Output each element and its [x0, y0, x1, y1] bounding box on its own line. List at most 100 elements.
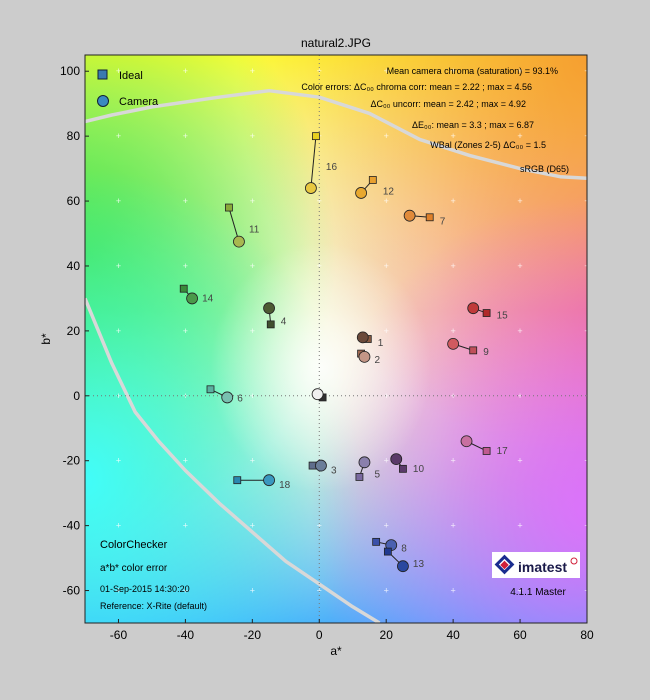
grid-dot: + — [384, 66, 389, 76]
grid-dot: + — [183, 196, 188, 206]
ideal-marker — [179, 284, 188, 293]
stats-line: ΔE₀₀: mean = 3.3 ; max = 6.87 — [412, 120, 534, 130]
grid-dot: + — [116, 391, 121, 401]
patch-label: 3 — [331, 466, 337, 477]
grid-dot: + — [451, 196, 456, 206]
patch-label: 5 — [374, 470, 380, 481]
ideal-marker — [383, 547, 392, 556]
grid-dot: + — [116, 521, 121, 531]
grid-dot: + — [116, 326, 121, 336]
stats-block: Mean camera chroma (saturation) = 93.1% … — [301, 66, 569, 174]
camera-marker — [447, 337, 460, 350]
legend-ideal-marker — [97, 69, 108, 80]
zero-axes — [85, 55, 587, 623]
patch-label: 14 — [202, 294, 214, 305]
ideal-marker — [225, 203, 233, 212]
grid-dot: + — [183, 521, 188, 531]
footer-subtitle: a*b* color error — [100, 563, 168, 574]
grid-dot: + — [250, 456, 255, 466]
y-tick-label: -60 — [63, 584, 81, 598]
patch-label: 2 — [374, 355, 380, 366]
grid-dot: + — [250, 391, 255, 401]
patch-label: 17 — [497, 446, 509, 457]
x-axis-label: a* — [330, 644, 342, 658]
camera-marker — [358, 350, 371, 363]
legend-camera-label: Camera — [119, 96, 159, 108]
error-line — [310, 136, 317, 189]
error-line — [228, 207, 240, 242]
grid-dot: + — [517, 131, 522, 141]
ideal-marker — [372, 537, 381, 546]
patch-label: 7 — [440, 216, 446, 227]
gamut-boundary — [85, 88, 587, 623]
grid-dot: + — [451, 326, 456, 336]
camera-marker — [186, 292, 198, 305]
grid-dot: + — [517, 456, 522, 466]
y-tick-label: 40 — [67, 259, 81, 273]
grid-dot: + — [116, 586, 121, 596]
camera-marker — [263, 302, 275, 315]
ideal-marker — [266, 320, 275, 329]
ideal-marker — [206, 385, 215, 394]
grid-dot: + — [451, 521, 456, 531]
grid-dot: + — [384, 521, 389, 531]
gamut-boundary-lower — [85, 297, 381, 623]
grid-dot: + — [384, 326, 389, 336]
grid-dot: + — [317, 261, 322, 271]
x-tick-label: 40 — [446, 628, 460, 642]
stats-line: Mean camera chroma (saturation) = 93.1% — [387, 66, 558, 76]
x-tick-label: -20 — [244, 628, 262, 642]
patch-label: 15 — [497, 311, 509, 322]
y-tick-label: -40 — [63, 519, 81, 533]
grid-dot: + — [317, 521, 322, 531]
grid-dot: + — [517, 326, 522, 336]
grid-dot: + — [584, 326, 589, 336]
grid-dot: + — [317, 586, 322, 596]
legend-camera-marker — [97, 95, 109, 107]
stats-line: ΔC₀₀ uncorr: mean = 2.42 ; max = 4.92 — [370, 99, 526, 109]
camera-marker — [263, 474, 275, 487]
patch-label: 8 — [401, 543, 407, 554]
patch-label: 1 — [378, 338, 384, 349]
ideal-marker — [355, 473, 364, 481]
legend-ideal-label: Ideal — [119, 70, 143, 82]
grid-dot: + — [384, 131, 389, 141]
grid-dot: + — [584, 66, 589, 76]
footer-reference: Reference: X-Rite (default) — [100, 601, 207, 611]
y-tick-label: 80 — [67, 129, 81, 143]
grid-dot: + — [384, 586, 389, 596]
grid-dot: + — [116, 131, 121, 141]
grid-dot: + — [317, 326, 322, 336]
grid-dot: + — [250, 196, 255, 206]
camera-marker — [233, 235, 245, 248]
patch-label: 12 — [383, 186, 395, 197]
grid-dot: + — [183, 326, 188, 336]
grid-dot: + — [317, 196, 322, 206]
y-tick-label: 20 — [67, 324, 81, 338]
camera-marker — [315, 459, 327, 472]
camera-marker — [403, 209, 416, 222]
patch-label: 13 — [413, 559, 425, 570]
stats-line: WBal (Zones 2-5) ΔC₀₀ = 1.5 — [430, 140, 546, 150]
grid-dot: + — [116, 66, 121, 76]
grid-dot: + — [451, 586, 456, 596]
patch-label: 6 — [237, 393, 243, 404]
patch-label: 11 — [249, 225, 260, 236]
ideal-marker — [308, 461, 317, 470]
y-tick-label: -20 — [63, 454, 81, 468]
footer-version: 4.1.1 Master — [510, 587, 566, 598]
grid-dot: + — [384, 391, 389, 401]
camera-marker — [221, 391, 234, 404]
camera-marker — [397, 560, 409, 573]
imatest-logo-text: imatest — [518, 559, 567, 575]
footer-block: ColorChecker a*b* color error 01-Sep-201… — [100, 539, 566, 611]
x-tick-label: 80 — [580, 628, 594, 642]
grid-dot: + — [517, 521, 522, 531]
x-tick-label: 0 — [316, 628, 323, 642]
plot-frame — [84, 54, 588, 624]
patch-label: 18 — [279, 480, 291, 491]
ideal-marker — [312, 132, 320, 141]
grid-dot: + — [517, 196, 522, 206]
grid-dot: + — [183, 586, 188, 596]
x-tick-label: -40 — [177, 628, 195, 642]
